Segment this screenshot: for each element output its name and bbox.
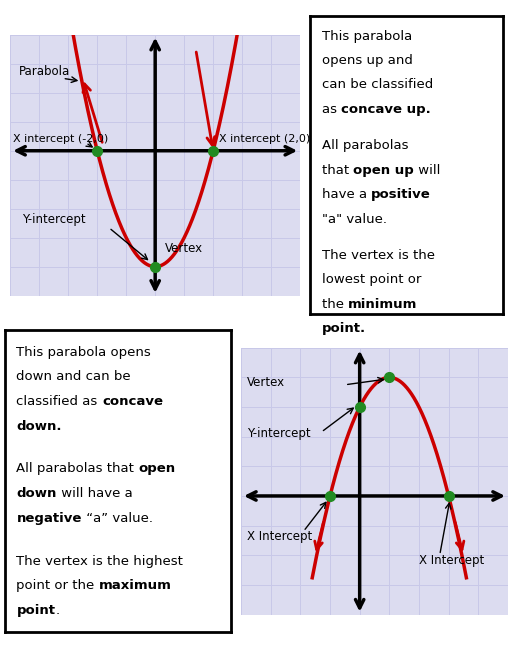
Text: This parabola: This parabola [322, 30, 412, 43]
Text: that: that [322, 164, 353, 177]
Text: point: point [16, 604, 55, 617]
Text: opens up and: opens up and [322, 54, 413, 67]
Text: “a” value.: “a” value. [82, 512, 153, 525]
Text: open: open [139, 463, 175, 476]
Text: negative: negative [16, 512, 82, 525]
Text: Y-intercept: Y-intercept [247, 426, 311, 440]
Text: Y-intercept: Y-intercept [22, 213, 86, 226]
Text: X Intercept: X Intercept [247, 531, 312, 544]
Text: Vertex: Vertex [165, 242, 204, 255]
Text: will have a: will have a [57, 487, 132, 500]
Text: Parabola: Parabola [19, 65, 70, 78]
Text: All parabolas: All parabolas [322, 139, 408, 152]
Text: positive: positive [371, 188, 431, 201]
Text: X intercept (-2,0): X intercept (-2,0) [13, 134, 108, 144]
Text: minimum: minimum [348, 298, 418, 311]
Text: down.: down. [16, 420, 62, 433]
Text: can be classified: can be classified [322, 78, 433, 91]
Text: The vertex is the: The vertex is the [322, 249, 435, 262]
Text: open up: open up [353, 164, 414, 177]
Text: .: . [55, 604, 60, 617]
Text: Vertex: Vertex [247, 376, 285, 389]
Text: The vertex is the highest: The vertex is the highest [16, 555, 183, 568]
Text: This parabola opens: This parabola opens [16, 345, 151, 358]
Text: classified as: classified as [16, 395, 102, 408]
Text: point or the: point or the [16, 579, 99, 592]
Text: down and can be: down and can be [16, 370, 131, 383]
Text: point.: point. [322, 322, 366, 335]
Text: as: as [322, 103, 341, 116]
Text: concave: concave [102, 395, 163, 408]
Text: down: down [16, 487, 57, 500]
Text: X Intercept: X Intercept [419, 554, 484, 567]
Text: maximum: maximum [99, 579, 172, 592]
Text: concave up.: concave up. [341, 103, 431, 116]
Text: have a: have a [322, 188, 371, 201]
Text: X intercept (2,0): X intercept (2,0) [219, 134, 310, 144]
Text: "a" value.: "a" value. [322, 213, 387, 226]
Text: All parabolas that: All parabolas that [16, 463, 139, 476]
Text: the: the [322, 298, 348, 311]
Text: will: will [414, 164, 440, 177]
Text: lowest point or: lowest point or [322, 273, 421, 286]
